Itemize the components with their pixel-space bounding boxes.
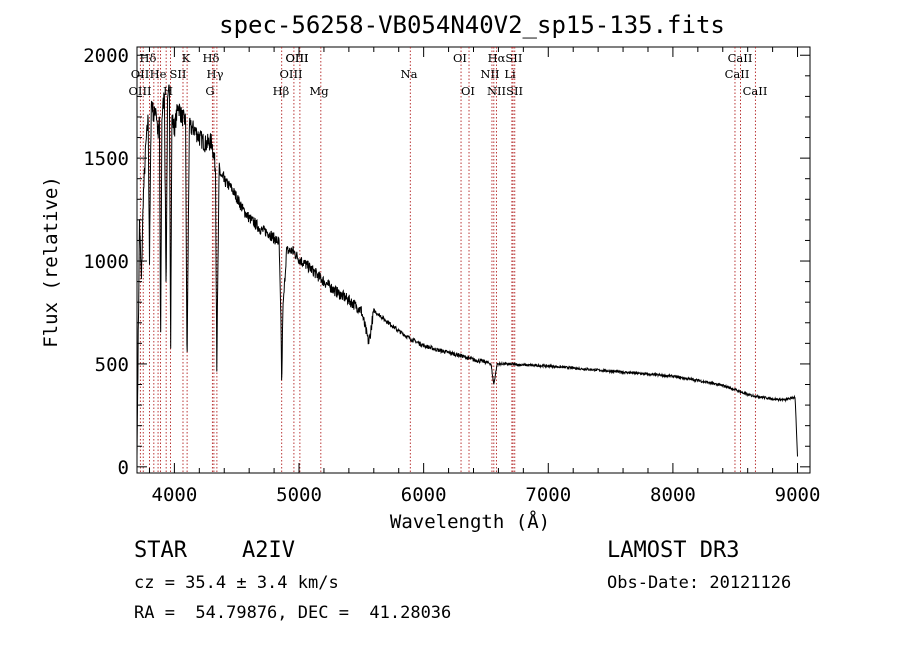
line-label: Mg <box>309 84 329 98</box>
redshift-info: cz = 35.4 ± 3.4 km/s <box>134 573 339 593</box>
x-tick-label: 4000 <box>152 484 198 506</box>
line-label: NIISII <box>487 84 523 98</box>
line-label: OI <box>453 51 467 65</box>
object-class: STAR <box>134 538 187 563</box>
line-label: H <box>163 84 173 98</box>
x-axis-label: Wavelength (Å) <box>390 510 550 533</box>
plot-border <box>136 46 811 474</box>
spectrum-series <box>136 84 798 457</box>
line-label: CaII <box>725 67 750 81</box>
line-label: Na <box>401 67 418 81</box>
obs-date: Obs-Date: 20121126 <box>607 573 792 593</box>
x-tick-label: 8000 <box>650 484 696 506</box>
line-label: SII <box>170 67 187 81</box>
y-tick-label: 0 <box>118 457 129 479</box>
line-label: OIII <box>279 67 302 81</box>
line-label: He <box>150 67 167 81</box>
line-label: G <box>205 84 214 98</box>
line-label: OI <box>461 84 475 98</box>
line-label: Hδ <box>140 51 157 65</box>
line-label: Hβ <box>273 84 290 98</box>
line-label: HαSII <box>488 51 523 65</box>
y-tick-label: 500 <box>95 354 129 376</box>
line-label: Hδ <box>203 51 220 65</box>
x-tick-label: 6000 <box>401 484 447 506</box>
line-label: Li <box>504 67 516 81</box>
y-axis-label: Flux (relative) <box>40 176 62 348</box>
x-tick-label: 7000 <box>525 484 571 506</box>
axis-ticks: 4000 5000 6000 7000 8000 9000 0 500 1000 1500 2000 <box>83 45 820 506</box>
plot-frame <box>136 46 811 474</box>
line-label: K <box>182 51 191 65</box>
line-label: OIII <box>285 51 308 65</box>
coordinates: RA = 54.79876, DEC = 41.28036 <box>134 603 452 623</box>
spectrum-line <box>136 84 798 457</box>
y-tick-label: 2000 <box>83 45 129 67</box>
line-label: OII <box>131 67 150 81</box>
line-labels: Hδ K Hδ OIII OIII OI HαSII CaII OII He SII Hγ OIII Na… <box>128 51 767 98</box>
line-label: CaII <box>728 51 753 65</box>
line-label: NII <box>480 67 499 81</box>
y-tick-label: 1500 <box>83 148 129 170</box>
line-label: OIII <box>128 84 151 98</box>
object-subclass: A2IV <box>242 538 295 563</box>
line-markers <box>139 47 756 473</box>
line-label: CaII <box>743 84 768 98</box>
line-label: OIII <box>285 51 308 65</box>
survey-name: LAMOST DR3 <box>607 538 740 563</box>
y-tick-label: 1000 <box>83 251 129 273</box>
x-tick-label: 5000 <box>276 484 322 506</box>
x-tick-label: 9000 <box>775 484 821 506</box>
chart-title: spec-56258-VB054N40V2_sp15-135.fits <box>219 11 725 39</box>
line-label: Hγ <box>207 67 224 81</box>
